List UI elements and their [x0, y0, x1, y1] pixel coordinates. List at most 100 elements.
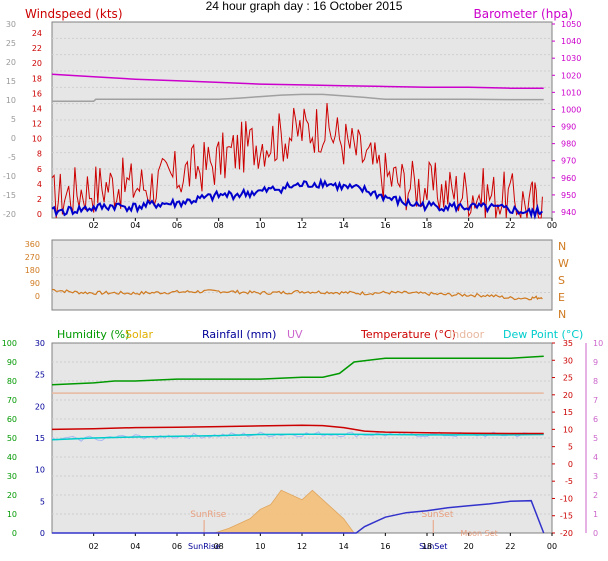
windspeed-tick-label: 2 — [37, 195, 42, 204]
windspeed-tick-label: 8 — [37, 150, 42, 159]
humidity-tick-label: 100 — [2, 339, 17, 348]
barometer-tick-label: 950 — [561, 191, 576, 200]
legend-temperature: Temperature (°C) — [360, 328, 456, 341]
temperature-tick-label: 30 — [563, 356, 573, 365]
legend-dewpoint: Dew Point (°C) — [503, 328, 583, 341]
barometer-tick-label: 990 — [561, 123, 576, 132]
uv-tick-label: 0 — [593, 529, 598, 538]
windspeed-tick-label: 12 — [32, 120, 42, 129]
dewpoint-line — [51, 433, 544, 441]
x-tick-label: 22 — [505, 221, 515, 230]
temperature-humidity-panel: Humidity (%)Solar Rainfall (mm) UV Temperat… — [2, 328, 603, 551]
windspeed-tick-label: 24 — [32, 29, 42, 38]
rainfall-tick-label: 25 — [35, 371, 45, 380]
x-tick-label: SunSet — [419, 542, 447, 551]
humidity-tick-label: 40 — [7, 453, 17, 462]
sunrise-annotation: SunRise — [190, 510, 227, 520]
humidity-tick-label: 90 — [7, 358, 17, 367]
humidity-tick-label: 60 — [7, 415, 17, 424]
moonset-annotation: Moon Set — [460, 529, 497, 538]
uv-tick-label: 6 — [593, 415, 598, 424]
uv-tick-label: 2 — [593, 491, 598, 500]
barometer-tick-label: 1000 — [561, 105, 581, 114]
x-tick-label: SunRise — [188, 542, 220, 551]
direction-tick-label: 90 — [30, 279, 40, 288]
grey-axis-tick-label: 0 — [11, 134, 16, 143]
windspeed-gust-line — [51, 102, 543, 219]
legend-rainfall: Rainfall (mm) — [202, 328, 276, 341]
x-tick-label: 10 — [255, 221, 265, 230]
barometer-tick-label: 1050 — [561, 20, 581, 29]
chart-title: 24 hour graph day : 16 October 2015 — [206, 0, 403, 13]
x-tick-label: 18 — [422, 221, 432, 230]
wind-direction-line — [51, 288, 543, 301]
windspeed-tick-label: 0 — [37, 210, 42, 219]
barometer-tick-label: 970 — [561, 157, 576, 166]
x-tick-label: 20 — [464, 221, 474, 230]
windspeed-avg-line — [51, 177, 544, 220]
grey-axis-tick-label: -20 — [3, 210, 16, 219]
humidity-tick-label: 30 — [7, 472, 17, 481]
rainfall-tick-label: 20 — [35, 402, 45, 411]
legend-indoor: Indoor — [449, 328, 485, 341]
grey-axis-tick-label: 30 — [6, 20, 16, 29]
grey-axis-tick-label: 15 — [6, 77, 16, 86]
windspeed-tick-label: 6 — [37, 165, 42, 174]
compass-tick-label: W — [558, 257, 569, 270]
legend-uv: UV — [287, 328, 303, 341]
humidity-tick-label: 80 — [7, 377, 17, 386]
temperature-line — [51, 424, 544, 435]
windspeed-axis-label: Windspeed (kts) — [25, 7, 123, 21]
direction-tick-label: 360 — [25, 240, 40, 249]
solar-area — [214, 489, 355, 534]
x-tick-label: 16 — [380, 542, 390, 551]
grey-axis-tick-label: 20 — [6, 58, 16, 67]
rainfall-tick-label: 0 — [40, 529, 45, 538]
windspeed-tick-label: 4 — [37, 180, 42, 189]
x-tick-label: 14 — [339, 542, 349, 551]
x-tick-label: 02 — [89, 221, 99, 230]
rainfall-tick-label: 30 — [35, 339, 45, 348]
uv-tick-label: 4 — [593, 453, 598, 462]
uv-tick-label: 1 — [593, 510, 598, 519]
x-tick-label: 10 — [255, 542, 265, 551]
windspeed-tick-label: 18 — [32, 74, 42, 83]
x-tick-label: 16 — [380, 221, 390, 230]
uv-tick-label: 10 — [593, 339, 603, 348]
legend-humidity: Humidity (%) — [57, 328, 129, 341]
grey-axis-tick-label: 10 — [6, 96, 16, 105]
sunset-annotation: SunSet — [421, 510, 453, 520]
humidity-line — [51, 355, 544, 386]
barometer-axis-label: Barometer (hpa) — [474, 7, 573, 21]
direction-tick-label: 180 — [25, 266, 40, 275]
grey-series-line — [52, 93, 544, 102]
barometer-tick-label: 1040 — [561, 37, 581, 46]
legend-solar: Solar — [125, 328, 154, 341]
uv-tick-label: 5 — [593, 434, 598, 443]
humidity-tick-label: 20 — [7, 491, 17, 500]
temperature-tick-label: -5 — [565, 477, 573, 486]
uv-tick-label: 8 — [593, 377, 598, 386]
x-tick-label: 00 — [547, 542, 557, 551]
x-tick-label: 08 — [214, 542, 224, 551]
barometer-line — [51, 73, 544, 89]
temperature-tick-label: 10 — [563, 425, 573, 434]
windspeed-tick-label: 10 — [32, 135, 42, 144]
compass-tick-label: N — [558, 240, 566, 253]
rainfall-tick-label: 15 — [35, 434, 45, 443]
humidity-tick-label: 0 — [12, 529, 17, 538]
humidity-tick-label: 10 — [7, 510, 17, 519]
compass-tick-label: S — [558, 274, 565, 287]
rainfall-tick-label: 5 — [40, 497, 45, 506]
windspeed-tick-label: 20 — [32, 59, 42, 68]
x-tick-label: 00 — [547, 221, 557, 230]
rainfall-line — [52, 499, 545, 534]
x-tick-label: 18 — [422, 542, 432, 551]
barometer-tick-label: 980 — [561, 140, 576, 149]
barometer-tick-label: 1010 — [561, 88, 581, 97]
windspeed-tick-label: 22 — [32, 44, 42, 53]
temperature-tick-label: 15 — [563, 408, 573, 417]
x-tick-label: 14 — [339, 221, 349, 230]
grey-axis-tick-label: -10 — [3, 172, 16, 181]
